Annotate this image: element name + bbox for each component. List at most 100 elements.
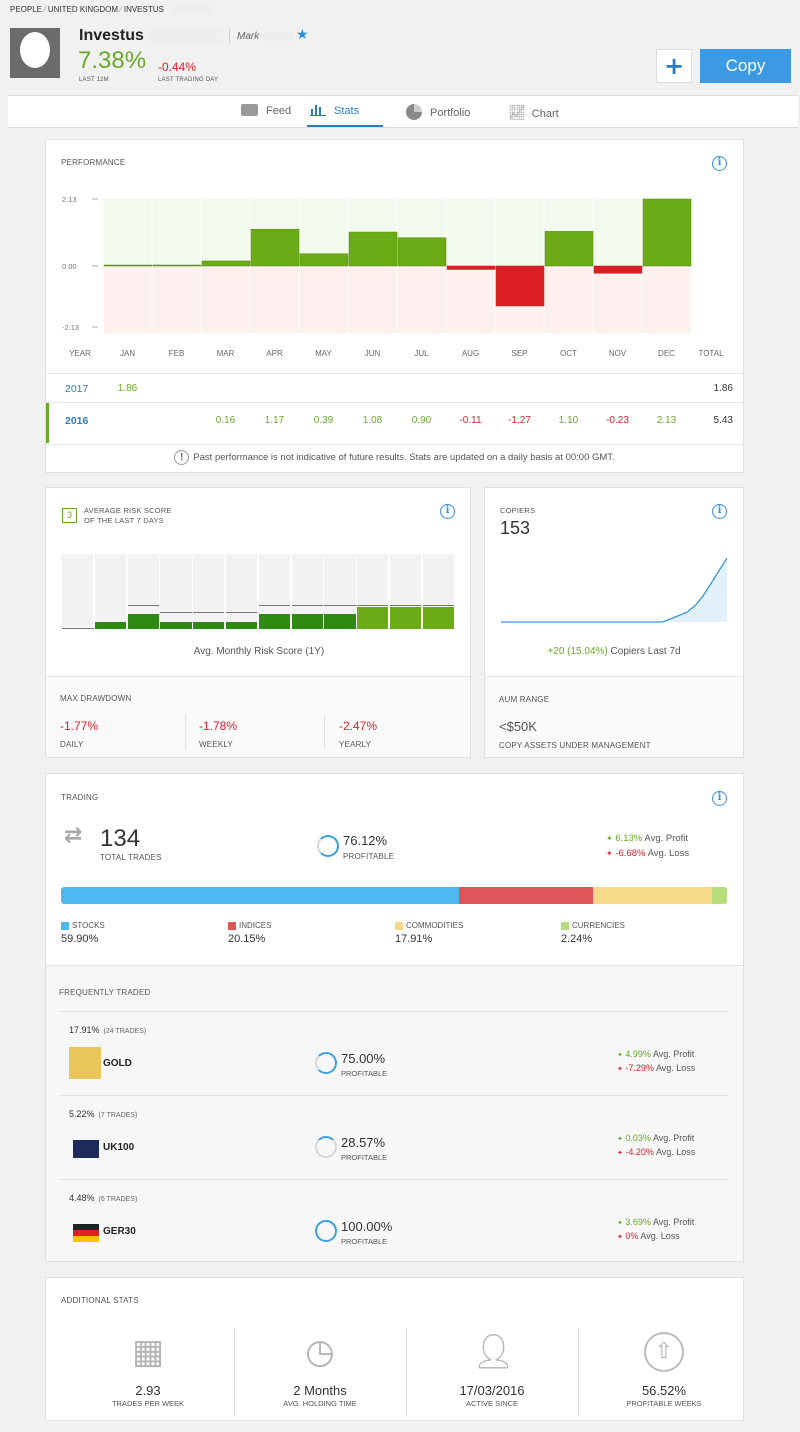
instrument-avg-profit: ✦ 3.69% Avg. Profit	[617, 1217, 694, 1227]
trading-card: TRADING i ⇄ 134 TOTAL TRADES 76.12% PROF…	[45, 773, 744, 1262]
perf-row-2017: 2017 1.86 1.86	[46, 380, 743, 404]
legend-swatch	[561, 922, 569, 930]
trading-info-icon[interactable]: i	[712, 791, 727, 806]
month-value: 0.39	[313, 415, 334, 426]
risk-max-mark	[225, 612, 258, 613]
share-value: 4.48%	[69, 1193, 95, 1203]
total-trades-value: 134	[100, 825, 141, 852]
drawdown-sep-2	[324, 714, 325, 750]
breadcrumb-people[interactable]: PEOPLE	[10, 5, 43, 14]
star-icon[interactable]: ★	[296, 26, 309, 42]
list-item[interactable]: 5.22% (7 TRADES) UK100 28.57% PROFITABLE ✦ 0.…	[59, 1095, 729, 1179]
frequent-share: 4.48% (6 TRADES)	[69, 1193, 137, 1203]
year-label[interactable]: 2016	[65, 415, 89, 427]
trading-profitable-value: 76.12%	[343, 833, 388, 848]
add-to-watchlist-button[interactable]: +	[656, 49, 692, 83]
arrow-up-circle-icon: ⇧	[644, 1332, 684, 1372]
x-tick-label: MAY	[315, 349, 332, 358]
avg-loss-label: Avg. Loss	[640, 1231, 680, 1241]
x-tick-label: TOTAL	[698, 349, 724, 358]
list-item[interactable]: 4.48% (6 TRADES) GER30 100.00% PROFITABLE ✦ 3…	[59, 1179, 729, 1263]
bar-jan	[103, 264, 153, 267]
legend-value: 17.91%	[395, 933, 433, 945]
legend-label: COMMODITIES	[406, 921, 464, 930]
month-value: -0.11	[459, 415, 482, 426]
perf-row-2016[interactable]: 2016 0.16 1.17 0.39 1.08 0.90 -0.11 -1.27 1.10 -0…	[46, 403, 743, 443]
frequent-section	[46, 965, 743, 1261]
up-arrow-icon: ✦	[617, 1220, 623, 1227]
instrument-name[interactable]: UK100	[103, 1142, 135, 1153]
avatar[interactable]	[10, 28, 60, 78]
legend-value: 2.24%	[561, 933, 593, 945]
performance-card: PERFORMANCE i 2.13 0.00 -2.13 YEAR JAN FEB MAR…	[45, 139, 744, 473]
bar-mar	[201, 260, 251, 267]
list-item[interactable]: 17.91% (24 TRADES) GOLD 75.00% PROFITABLE ✦ 4…	[59, 1011, 729, 1095]
risk-info-icon[interactable]: i	[440, 504, 455, 519]
name-redaction	[148, 30, 223, 42]
instrument-avg-loss: ✦ -4.20% Avg. Loss	[617, 1147, 695, 1157]
performance-chart: 2.13 0.00 -2.13 YEAR JAN FEB MAR APR MAY JUN JUL AU…	[62, 195, 724, 358]
bar-jun	[348, 231, 398, 267]
tab-feed[interactable]: Feed	[241, 104, 291, 120]
risk-score-badge: 3	[62, 508, 77, 523]
additional-sep	[406, 1328, 407, 1416]
copy-button[interactable]: Copy	[700, 49, 791, 83]
breadcrumb-redaction	[172, 5, 212, 14]
drawdown-sep-1	[185, 714, 186, 750]
trading-avg-profit-row: ✦ 6.13% Avg. Profit	[606, 833, 688, 844]
year-label[interactable]: 2017	[65, 383, 89, 395]
tab-stats[interactable]: Stats	[310, 104, 359, 120]
drawdown-weekly-label: WEEKLY	[199, 740, 233, 749]
drawdown-yearly-value: -2.47%	[339, 719, 378, 733]
down-arrow-icon: ✦	[617, 1234, 623, 1241]
warning-icon: !	[174, 450, 190, 465]
risk-level-bar	[94, 621, 127, 629]
bar-apr	[250, 228, 300, 267]
trades-count: (24 TRADES)	[103, 1028, 147, 1035]
instrument-name[interactable]: GOLD	[103, 1058, 132, 1069]
legend-value: 59.90%	[61, 933, 99, 945]
x-tick-label: YEAR	[69, 349, 91, 358]
disclaimer-text: Past performance is not indicative of fu…	[193, 452, 615, 463]
instrument-logo-ger30-icon	[73, 1224, 99, 1242]
frequent-share: 17.91% (24 TRADES)	[69, 1025, 146, 1035]
tab-portfolio[interactable]: Portfolio	[406, 104, 470, 120]
additional-title: ADDITIONAL STATS	[61, 1296, 139, 1305]
additional-grid: ▦ 2.93 TRADES PER WEEK ◷ 2 Months AVG. HOLDIN…	[46, 1326, 743, 1418]
performance-info-icon[interactable]: i	[712, 156, 727, 171]
additional-stat-value: 2.93	[135, 1383, 161, 1398]
bar-dec	[642, 198, 692, 267]
trading-avg-loss-label: Avg. Loss	[647, 848, 690, 859]
x-tick-label: JUN	[365, 349, 381, 358]
drawdown-daily-label: DAILY	[60, 740, 84, 749]
trading-avg-profit-label: Avg. Profit	[644, 833, 689, 844]
legend-swatch	[228, 922, 236, 930]
breakdown-segment-commodities	[593, 887, 713, 904]
breadcrumb-country[interactable]: UNITED KINGDOM	[47, 5, 119, 14]
bar-oct	[544, 231, 594, 267]
copiers-info-icon[interactable]: i	[712, 504, 727, 519]
instrument-name[interactable]: GER30	[103, 1226, 136, 1237]
risk-level-bar	[357, 606, 389, 629]
bar-aug	[446, 265, 496, 270]
breadcrumb-user: INVESTUS	[123, 5, 164, 14]
tab-chart-label: Chart	[531, 108, 559, 120]
bar-sep	[495, 265, 545, 307]
avg-profit-label: Avg. Profit	[652, 1133, 695, 1143]
avg-loss-label: Avg. Loss	[655, 1063, 696, 1073]
avg-profit-value: 4.99%	[625, 1049, 651, 1059]
x-tick-label: OCT	[560, 349, 577, 358]
x-tick-label: APR	[266, 349, 283, 358]
down-arrow-icon: ✦	[617, 1150, 623, 1157]
legend-swatch	[61, 922, 69, 930]
tab-chart[interactable]: 📈︎ Chart	[508, 104, 559, 120]
copiers-line	[501, 557, 728, 623]
year-total: 1.86	[713, 383, 733, 394]
y-tick-label: 2.13	[62, 195, 77, 204]
risk-level-bar	[324, 614, 356, 629]
month-value: 1.17	[264, 415, 285, 426]
feed-icon	[241, 104, 258, 116]
tab-stats-label: Stats	[334, 105, 360, 117]
bar-nov	[593, 265, 643, 274]
breakdown-segment-stocks	[61, 887, 460, 904]
